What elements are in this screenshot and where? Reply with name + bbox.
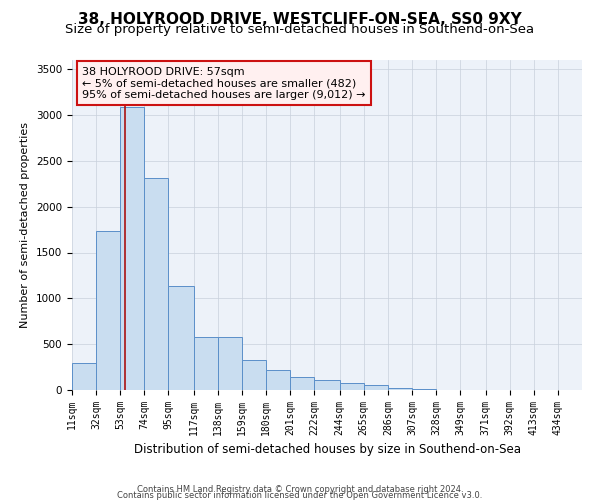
Bar	[266, 370, 290, 390]
Bar	[194, 337, 218, 390]
Text: Contains HM Land Registry data © Crown copyright and database right 2024.: Contains HM Land Registry data © Crown c…	[137, 485, 463, 494]
Bar	[169, 286, 194, 390]
Text: 38 HOLYROOD DRIVE: 57sqm
← 5% of semi-detached houses are smaller (482)
95% of s: 38 HOLYROOD DRIVE: 57sqm ← 5% of semi-de…	[82, 66, 366, 100]
Text: Size of property relative to semi-detached houses in Southend-on-Sea: Size of property relative to semi-detach…	[65, 22, 535, 36]
Bar	[364, 386, 388, 390]
Bar	[388, 388, 412, 390]
Bar	[145, 178, 169, 390]
Bar	[340, 383, 364, 390]
Bar	[120, 107, 145, 390]
Bar	[290, 376, 314, 390]
Bar	[314, 380, 340, 390]
Bar	[412, 389, 436, 390]
Text: Contains public sector information licensed under the Open Government Licence v3: Contains public sector information licen…	[118, 491, 482, 500]
Bar	[242, 360, 266, 390]
Bar	[72, 364, 96, 390]
Y-axis label: Number of semi-detached properties: Number of semi-detached properties	[20, 122, 31, 328]
Bar	[96, 232, 120, 390]
X-axis label: Distribution of semi-detached houses by size in Southend-on-Sea: Distribution of semi-detached houses by …	[133, 444, 521, 456]
Bar	[218, 337, 242, 390]
Text: 38, HOLYROOD DRIVE, WESTCLIFF-ON-SEA, SS0 9XY: 38, HOLYROOD DRIVE, WESTCLIFF-ON-SEA, SS…	[78, 12, 522, 28]
